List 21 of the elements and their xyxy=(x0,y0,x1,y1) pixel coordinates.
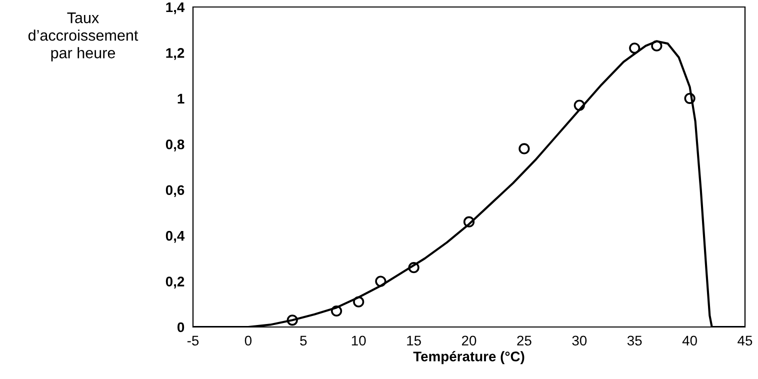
x-axis-title: Température (°C) xyxy=(413,351,524,364)
x-tick-label: 5 xyxy=(300,336,307,346)
x-tick-label: 15 xyxy=(407,336,421,346)
y-tick-label: 1 xyxy=(178,94,184,104)
x-tick-label: -5 xyxy=(187,336,199,346)
x-tick-label: 0 xyxy=(244,336,252,346)
x-tick-label: 35 xyxy=(627,336,642,346)
y-tick-label: 0,2 xyxy=(166,276,184,288)
x-tick-label: 20 xyxy=(462,336,476,346)
y-tick-label: 1,4 xyxy=(166,2,185,14)
x-tick-label: 10 xyxy=(352,336,366,346)
y-tick-label: 0 xyxy=(177,322,184,332)
x-tick-label: 40 xyxy=(682,336,697,346)
y-axis-title: Taux d’accroissement par heure xyxy=(28,12,138,62)
x-tick-label: 25 xyxy=(517,336,532,346)
y-tick-label: 1,2 xyxy=(166,48,184,60)
x-tick-label: 30 xyxy=(572,336,587,346)
x-tick-label: 45 xyxy=(738,336,752,346)
y-tick-label: 0,8 xyxy=(166,139,184,152)
y-tick-label: 0,4 xyxy=(166,230,185,243)
y-tick-label: 0,6 xyxy=(166,185,184,198)
